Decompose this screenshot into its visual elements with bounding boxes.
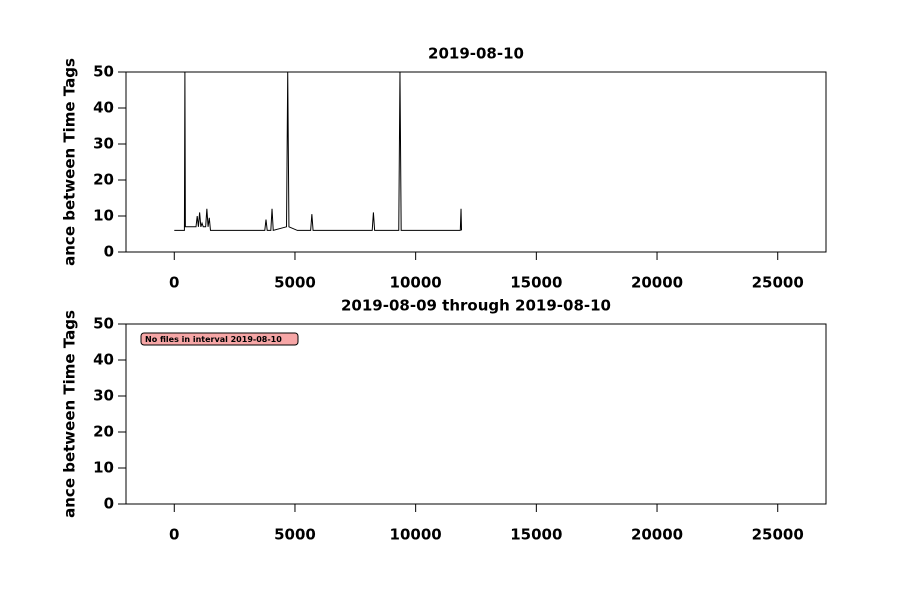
x-tick-label: 20000 [631, 274, 683, 292]
annotation: No files in interval 2019-08-10 [145, 335, 282, 344]
y-axis-label: ance between Time Tags [61, 310, 79, 518]
y-tick-label: 30 [93, 135, 114, 153]
y-tick-label: 30 [93, 387, 114, 405]
x-tick-label: 0 [169, 526, 179, 544]
data-line [174, 72, 463, 232]
annotation-box [140, 332, 299, 346]
y-tick-label: 40 [93, 351, 114, 369]
x-tick-label: 5000 [274, 274, 316, 292]
plot-frame [125, 323, 827, 505]
y-tick-label: 0 [104, 243, 114, 261]
y-tick-label: 10 [93, 459, 114, 477]
x-tick-label: 5000 [274, 526, 316, 544]
y-tick-label: 20 [93, 171, 114, 189]
x-tick-label: 0 [169, 274, 179, 292]
chart-title: 2019-08-10 [428, 45, 524, 63]
y-axis-label: ance between Time Tags [61, 58, 79, 266]
x-tick-label: 20000 [631, 526, 683, 544]
y-tick-label: 40 [93, 99, 114, 117]
y-tick-label: 50 [93, 63, 114, 81]
x-tick-label: 25000 [752, 526, 804, 544]
y-tick-label: 20 [93, 423, 114, 441]
plot-frame [125, 71, 827, 253]
y-tick-label: 0 [104, 495, 114, 513]
x-tick-label: 15000 [510, 274, 562, 292]
x-tick-label: 10000 [390, 526, 442, 544]
chart-title: 2019-08-09 through 2019-08-10 [341, 297, 611, 315]
x-tick-label: 25000 [752, 274, 804, 292]
x-tick-label: 15000 [510, 526, 562, 544]
x-tick-label: 10000 [390, 274, 442, 292]
y-tick-label: 50 [93, 315, 114, 333]
y-tick-label: 10 [93, 207, 114, 225]
